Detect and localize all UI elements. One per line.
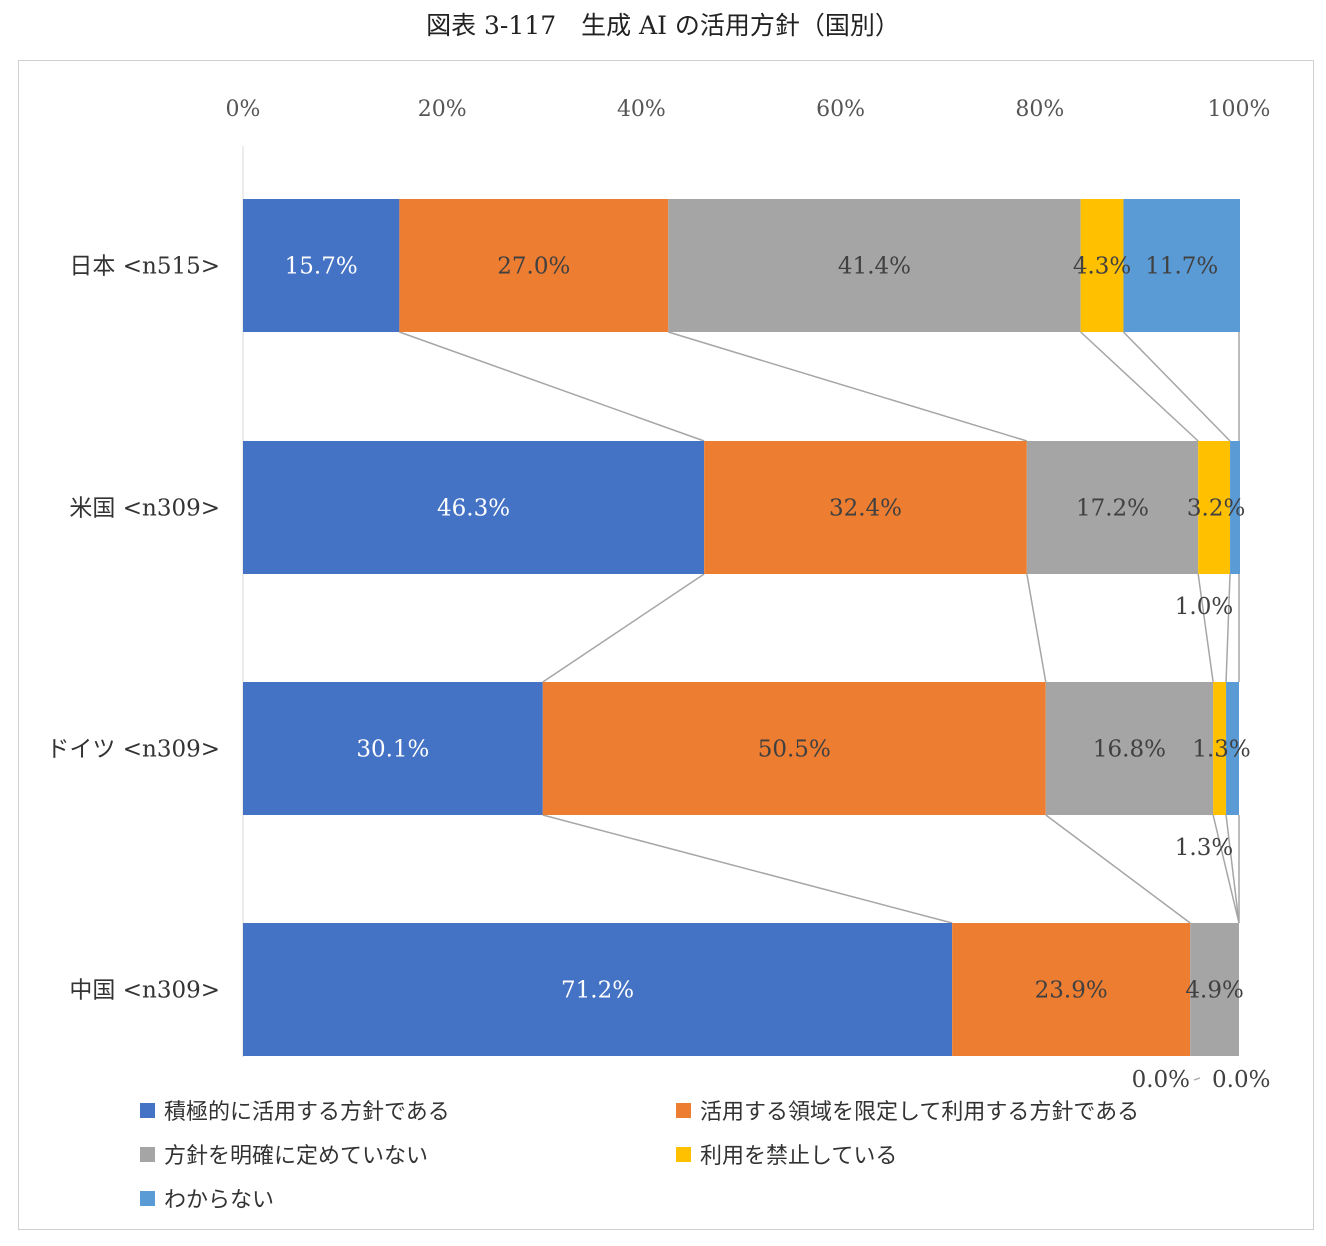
- data-label: 1.0%: [1175, 594, 1233, 620]
- series-line: [1122, 331, 1231, 442]
- bar-segment: [1123, 199, 1240, 332]
- series-line: [1026, 573, 1047, 683]
- series-line: [1225, 814, 1240, 924]
- data-label: 1.3%: [1175, 835, 1233, 861]
- series-line: [1225, 573, 1231, 683]
- legend-item: 活用する領域を限定して利用する方針である: [676, 1094, 1139, 1126]
- data-label: 3.2%: [1187, 496, 1245, 522]
- data-label: 15.7%: [285, 254, 358, 280]
- legend-item: 利用を禁止している: [676, 1138, 897, 1170]
- series-line: [1045, 814, 1191, 924]
- data-label: 27.0%: [497, 254, 570, 280]
- data-label: 4.3%: [1073, 254, 1131, 280]
- series-line: [542, 573, 705, 683]
- category-label: 日本 <n515>: [69, 254, 220, 280]
- leader-line: [1193, 1077, 1201, 1081]
- data-label: 71.2%: [561, 978, 634, 1004]
- bar-segment: [243, 441, 705, 574]
- legend-label: わからない: [164, 1188, 275, 1213]
- series-line: [542, 814, 953, 924]
- bar-segment: [1026, 441, 1199, 574]
- data-label: 50.5%: [758, 737, 831, 763]
- data-label: 4.9%: [1185, 978, 1243, 1004]
- legend-item: 方針を明確に定めていない: [140, 1138, 428, 1170]
- category-label: 中国 <n309>: [69, 978, 220, 1004]
- chart-frame: [18, 60, 1314, 1230]
- data-label: 32.4%: [829, 496, 902, 522]
- bar-segment: [1226, 682, 1239, 815]
- data-label: 11.7%: [1145, 254, 1218, 280]
- bar-segment: [1213, 682, 1227, 815]
- data-label: 17.2%: [1076, 496, 1149, 522]
- series-line: [1080, 331, 1199, 442]
- legend-label: 積極的に活用する方針である: [164, 1100, 450, 1125]
- x-tick-label: 0%: [226, 97, 261, 122]
- legend-swatch: [676, 1102, 691, 1118]
- bar-segment: [243, 199, 400, 332]
- data-label: 0.0%: [1132, 1067, 1190, 1093]
- x-tick-label: 80%: [1015, 97, 1064, 122]
- legend-item: わからない: [140, 1182, 274, 1214]
- bar-segment: [1045, 682, 1214, 815]
- data-label: 30.1%: [356, 737, 429, 763]
- data-label: 41.4%: [838, 254, 911, 280]
- series-line: [668, 331, 1028, 442]
- legend-label: 活用する領域を限定して利用する方針である: [700, 1100, 1140, 1125]
- bar-segment: [704, 441, 1027, 574]
- bar-segment: [243, 923, 953, 1056]
- x-tick-label: 40%: [617, 97, 666, 122]
- chart-title: 図表 3-117 生成 AI の活用方針（国別）: [426, 11, 900, 40]
- x-tick-label: 60%: [816, 97, 865, 122]
- bar-segment: [1230, 441, 1240, 574]
- data-label: 16.8%: [1093, 737, 1166, 763]
- series-line: [1212, 814, 1240, 924]
- series-line: [1197, 573, 1214, 683]
- bar-segment: [952, 923, 1191, 1056]
- legend-swatch: [140, 1190, 155, 1206]
- legend-item: 積極的に活用する方針である: [140, 1094, 450, 1126]
- series-line: [399, 331, 705, 442]
- data-label: 46.3%: [437, 496, 510, 522]
- bar-segment: [668, 199, 1081, 332]
- data-label: 0.0%: [1212, 1067, 1270, 1093]
- legend-label: 利用を禁止している: [700, 1144, 898, 1169]
- data-label: 23.9%: [1035, 978, 1108, 1004]
- legend-swatch: [140, 1102, 155, 1118]
- bar-segment: [1080, 199, 1124, 332]
- bar-segment: [399, 199, 669, 332]
- x-tick-label: 100%: [1208, 97, 1271, 122]
- data-label: 1.3%: [1192, 737, 1250, 763]
- legend-swatch: [676, 1146, 691, 1162]
- legend-label: 方針を明確に定めていない: [164, 1144, 429, 1169]
- x-tick-label: 20%: [418, 97, 467, 122]
- bar-segment: [243, 682, 543, 815]
- legend-swatch: [140, 1146, 155, 1162]
- bar-segment: [1198, 441, 1231, 574]
- category-label: 米国 <n309>: [69, 496, 220, 522]
- bar-segment: [542, 682, 1046, 815]
- category-label: ドイツ <n309>: [46, 737, 220, 763]
- bar-segment: [1190, 923, 1239, 1056]
